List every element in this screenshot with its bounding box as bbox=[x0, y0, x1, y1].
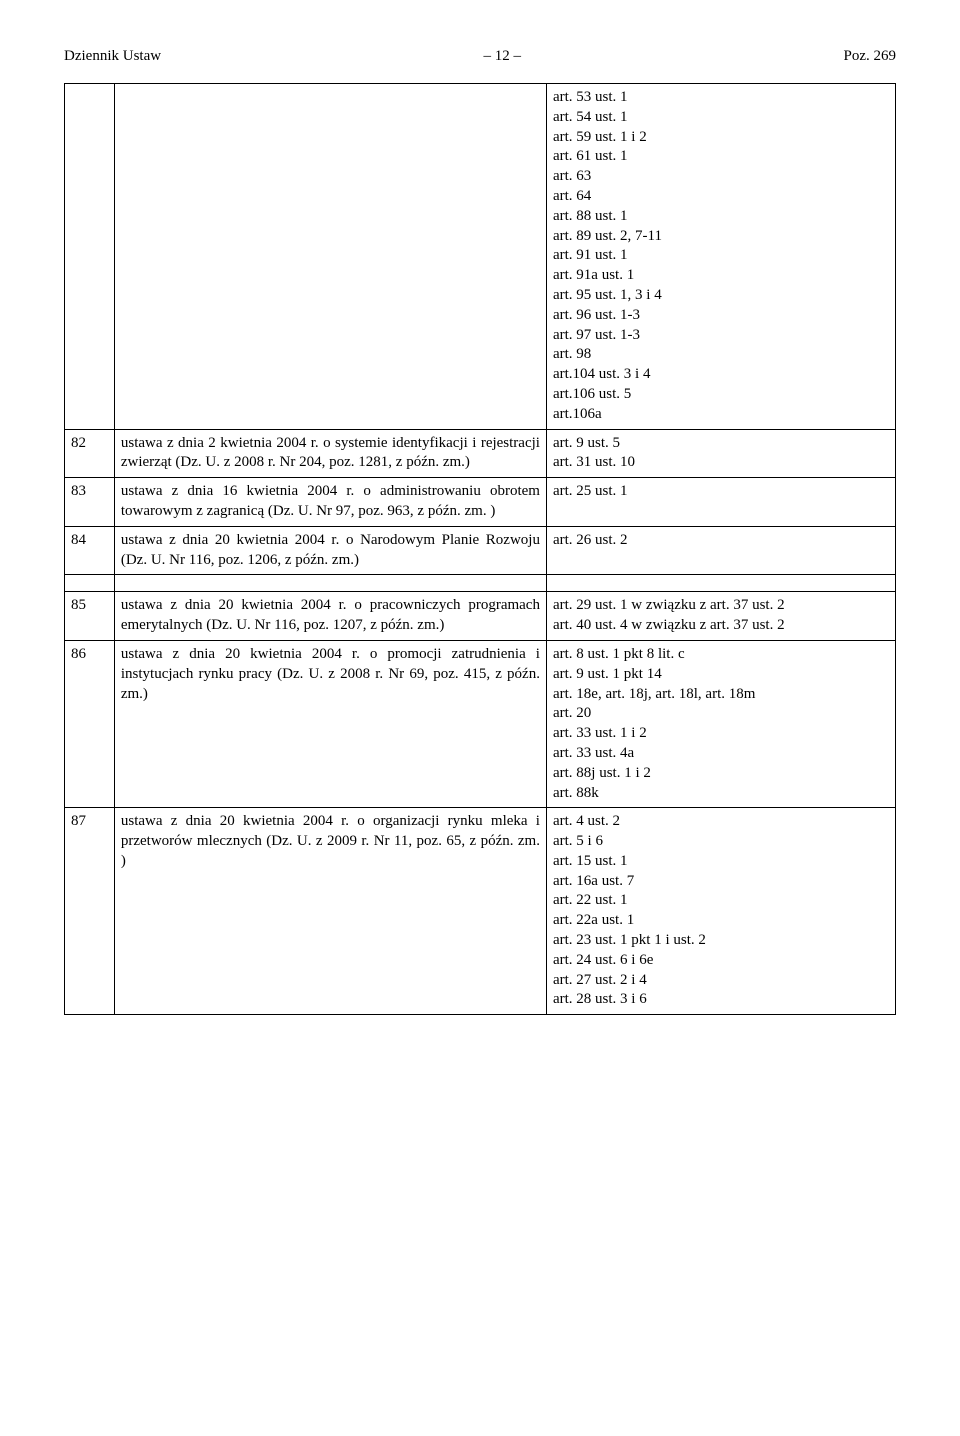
table-row: 85ustawa z dnia 20 kwietnia 2004 r. o pr… bbox=[65, 592, 896, 641]
row-number: 82 bbox=[65, 429, 115, 478]
article-line: art. 97 ust. 1-3 bbox=[553, 326, 889, 346]
article-line: art. 88j ust. 1 i 2 bbox=[553, 764, 889, 784]
row-articles: art. 29 ust. 1 w związku z art. 37 ust. … bbox=[546, 592, 895, 641]
row-articles: art. 9 ust. 5art. 31 ust. 10 bbox=[546, 429, 895, 478]
article-line: art. 89 ust. 2, 7-11 bbox=[553, 227, 889, 247]
article-line: art. 91a ust. 1 bbox=[553, 266, 889, 286]
article-line: art. 63 bbox=[553, 167, 889, 187]
article-line: art. 18e, art. 18j, art. 18l, art. 18m bbox=[553, 685, 889, 705]
row-description bbox=[114, 84, 546, 430]
row-description: ustawa z dnia 2 kwietnia 2004 r. o syste… bbox=[114, 429, 546, 478]
article-line: art. 22a ust. 1 bbox=[553, 911, 889, 931]
article-line: art. 59 ust. 1 i 2 bbox=[553, 128, 889, 148]
article-line: art. 5 i 6 bbox=[553, 832, 889, 852]
article-line: art. 31 ust. 10 bbox=[553, 453, 889, 473]
row-number: 87 bbox=[65, 808, 115, 1015]
row-number: 84 bbox=[65, 526, 115, 575]
row-articles: art. 25 ust. 1 bbox=[546, 478, 895, 527]
article-line: art.106 ust. 5 bbox=[553, 385, 889, 405]
row-description: ustawa z dnia 20 kwietnia 2004 r. o prac… bbox=[114, 592, 546, 641]
article-line: art. 23 ust. 1 pkt 1 i ust. 2 bbox=[553, 931, 889, 951]
row-description: ustawa z dnia 20 kwietnia 2004 r. o prom… bbox=[114, 640, 546, 807]
row-description: ustawa z dnia 20 kwietnia 2004 r. o orga… bbox=[114, 808, 546, 1015]
page-header: Dziennik Ustaw – 12 – Poz. 269 bbox=[64, 48, 896, 65]
statute-table: art. 53 ust. 1art. 54 ust. 1art. 59 ust.… bbox=[64, 83, 896, 1015]
article-line: art. 40 ust. 4 w związku z art. 37 ust. … bbox=[553, 616, 889, 636]
table-row: 87ustawa z dnia 20 kwietnia 2004 r. o or… bbox=[65, 808, 896, 1015]
header-left: Dziennik Ustaw bbox=[64, 48, 161, 65]
spacer-row bbox=[65, 575, 896, 592]
article-line: art. 88k bbox=[553, 784, 889, 804]
article-line: art. 25 ust. 1 bbox=[553, 482, 889, 502]
row-articles: art. 26 ust. 2 bbox=[546, 526, 895, 575]
header-center: – 12 – bbox=[484, 48, 522, 65]
row-articles: art. 4 ust. 2art. 5 i 6art. 15 ust. 1art… bbox=[546, 808, 895, 1015]
row-articles: art. 8 ust. 1 pkt 8 lit. cart. 9 ust. 1 … bbox=[546, 640, 895, 807]
article-line: art. 96 ust. 1-3 bbox=[553, 306, 889, 326]
article-line: art. 61 ust. 1 bbox=[553, 147, 889, 167]
article-line: art. 54 ust. 1 bbox=[553, 108, 889, 128]
row-articles: art. 53 ust. 1art. 54 ust. 1art. 59 ust.… bbox=[546, 84, 895, 430]
row-number: 85 bbox=[65, 592, 115, 641]
row-description: ustawa z dnia 20 kwietnia 2004 r. o Naro… bbox=[114, 526, 546, 575]
article-line: art. 22 ust. 1 bbox=[553, 891, 889, 911]
article-line: art. 20 bbox=[553, 704, 889, 724]
article-line: art. 95 ust. 1, 3 i 4 bbox=[553, 286, 889, 306]
table-row: 83ustawa z dnia 16 kwietnia 2004 r. o ad… bbox=[65, 478, 896, 527]
article-line: art. 28 ust. 3 i 6 bbox=[553, 990, 889, 1010]
article-line: art. 4 ust. 2 bbox=[553, 812, 889, 832]
article-line: art. 64 bbox=[553, 187, 889, 207]
article-line: art. 9 ust. 1 pkt 14 bbox=[553, 665, 889, 685]
table-row: 84ustawa z dnia 20 kwietnia 2004 r. o Na… bbox=[65, 526, 896, 575]
row-number bbox=[65, 84, 115, 430]
article-line: art. 15 ust. 1 bbox=[553, 852, 889, 872]
row-description: ustawa z dnia 16 kwietnia 2004 r. o admi… bbox=[114, 478, 546, 527]
row-number: 86 bbox=[65, 640, 115, 807]
article-line: art. 98 bbox=[553, 345, 889, 365]
article-line: art. 91 ust. 1 bbox=[553, 246, 889, 266]
table-row: 82ustawa z dnia 2 kwietnia 2004 r. o sys… bbox=[65, 429, 896, 478]
article-line: art. 16a ust. 7 bbox=[553, 872, 889, 892]
row-number: 83 bbox=[65, 478, 115, 527]
article-line: art. 9 ust. 5 bbox=[553, 434, 889, 454]
article-line: art. 24 ust. 6 i 6e bbox=[553, 951, 889, 971]
article-line: art. 88 ust. 1 bbox=[553, 207, 889, 227]
article-line: art. 53 ust. 1 bbox=[553, 88, 889, 108]
article-line: art. 26 ust. 2 bbox=[553, 531, 889, 551]
article-line: art. 33 ust. 4a bbox=[553, 744, 889, 764]
table-row: art. 53 ust. 1art. 54 ust. 1art. 59 ust.… bbox=[65, 84, 896, 430]
article-line: art. 8 ust. 1 pkt 8 lit. c bbox=[553, 645, 889, 665]
article-line: art. 33 ust. 1 i 2 bbox=[553, 724, 889, 744]
article-line: art.106a bbox=[553, 405, 889, 425]
article-line: art. 27 ust. 2 i 4 bbox=[553, 971, 889, 991]
header-right: Poz. 269 bbox=[844, 48, 897, 65]
table-row: 86ustawa z dnia 20 kwietnia 2004 r. o pr… bbox=[65, 640, 896, 807]
article-line: art.104 ust. 3 i 4 bbox=[553, 365, 889, 385]
page: Dziennik Ustaw – 12 – Poz. 269 art. 53 u… bbox=[0, 0, 960, 1436]
article-line: art. 29 ust. 1 w związku z art. 37 ust. … bbox=[553, 596, 889, 616]
